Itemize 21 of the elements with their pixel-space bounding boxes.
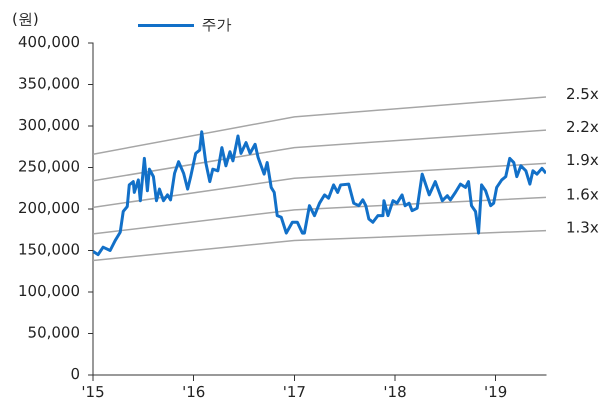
y-tick-label: 50,000 [28, 323, 80, 342]
y-tick-label: 200,000 [18, 198, 80, 217]
y-tick-label: 100,000 [18, 282, 80, 300]
series-label: 1.6x [566, 185, 599, 204]
series-label: 2.5x [566, 84, 599, 103]
x-tick-label: '15 [81, 382, 105, 401]
y-tick-label: 150,000 [18, 240, 80, 258]
series-label: 1.9x [566, 151, 599, 170]
x-tick-label: '16 [182, 382, 206, 401]
y-tick-label: 0 [70, 364, 80, 383]
y-tick-label: 400,000 [18, 32, 80, 51]
series-label: 2.2x [566, 118, 599, 136]
y-axis-title: (원) [12, 10, 39, 28]
x-tick-label: '18 [383, 382, 407, 401]
series-label: 1.3x [566, 218, 599, 236]
y-tick-label: 350,000 [18, 74, 80, 92]
x-tick-label: '19 [484, 382, 508, 401]
x-tick-label: '17 [282, 382, 306, 401]
y-tick-label: 250,000 [18, 157, 80, 176]
y-tick-label: 300,000 [18, 116, 80, 134]
legend-label: 주가 [202, 15, 232, 34]
